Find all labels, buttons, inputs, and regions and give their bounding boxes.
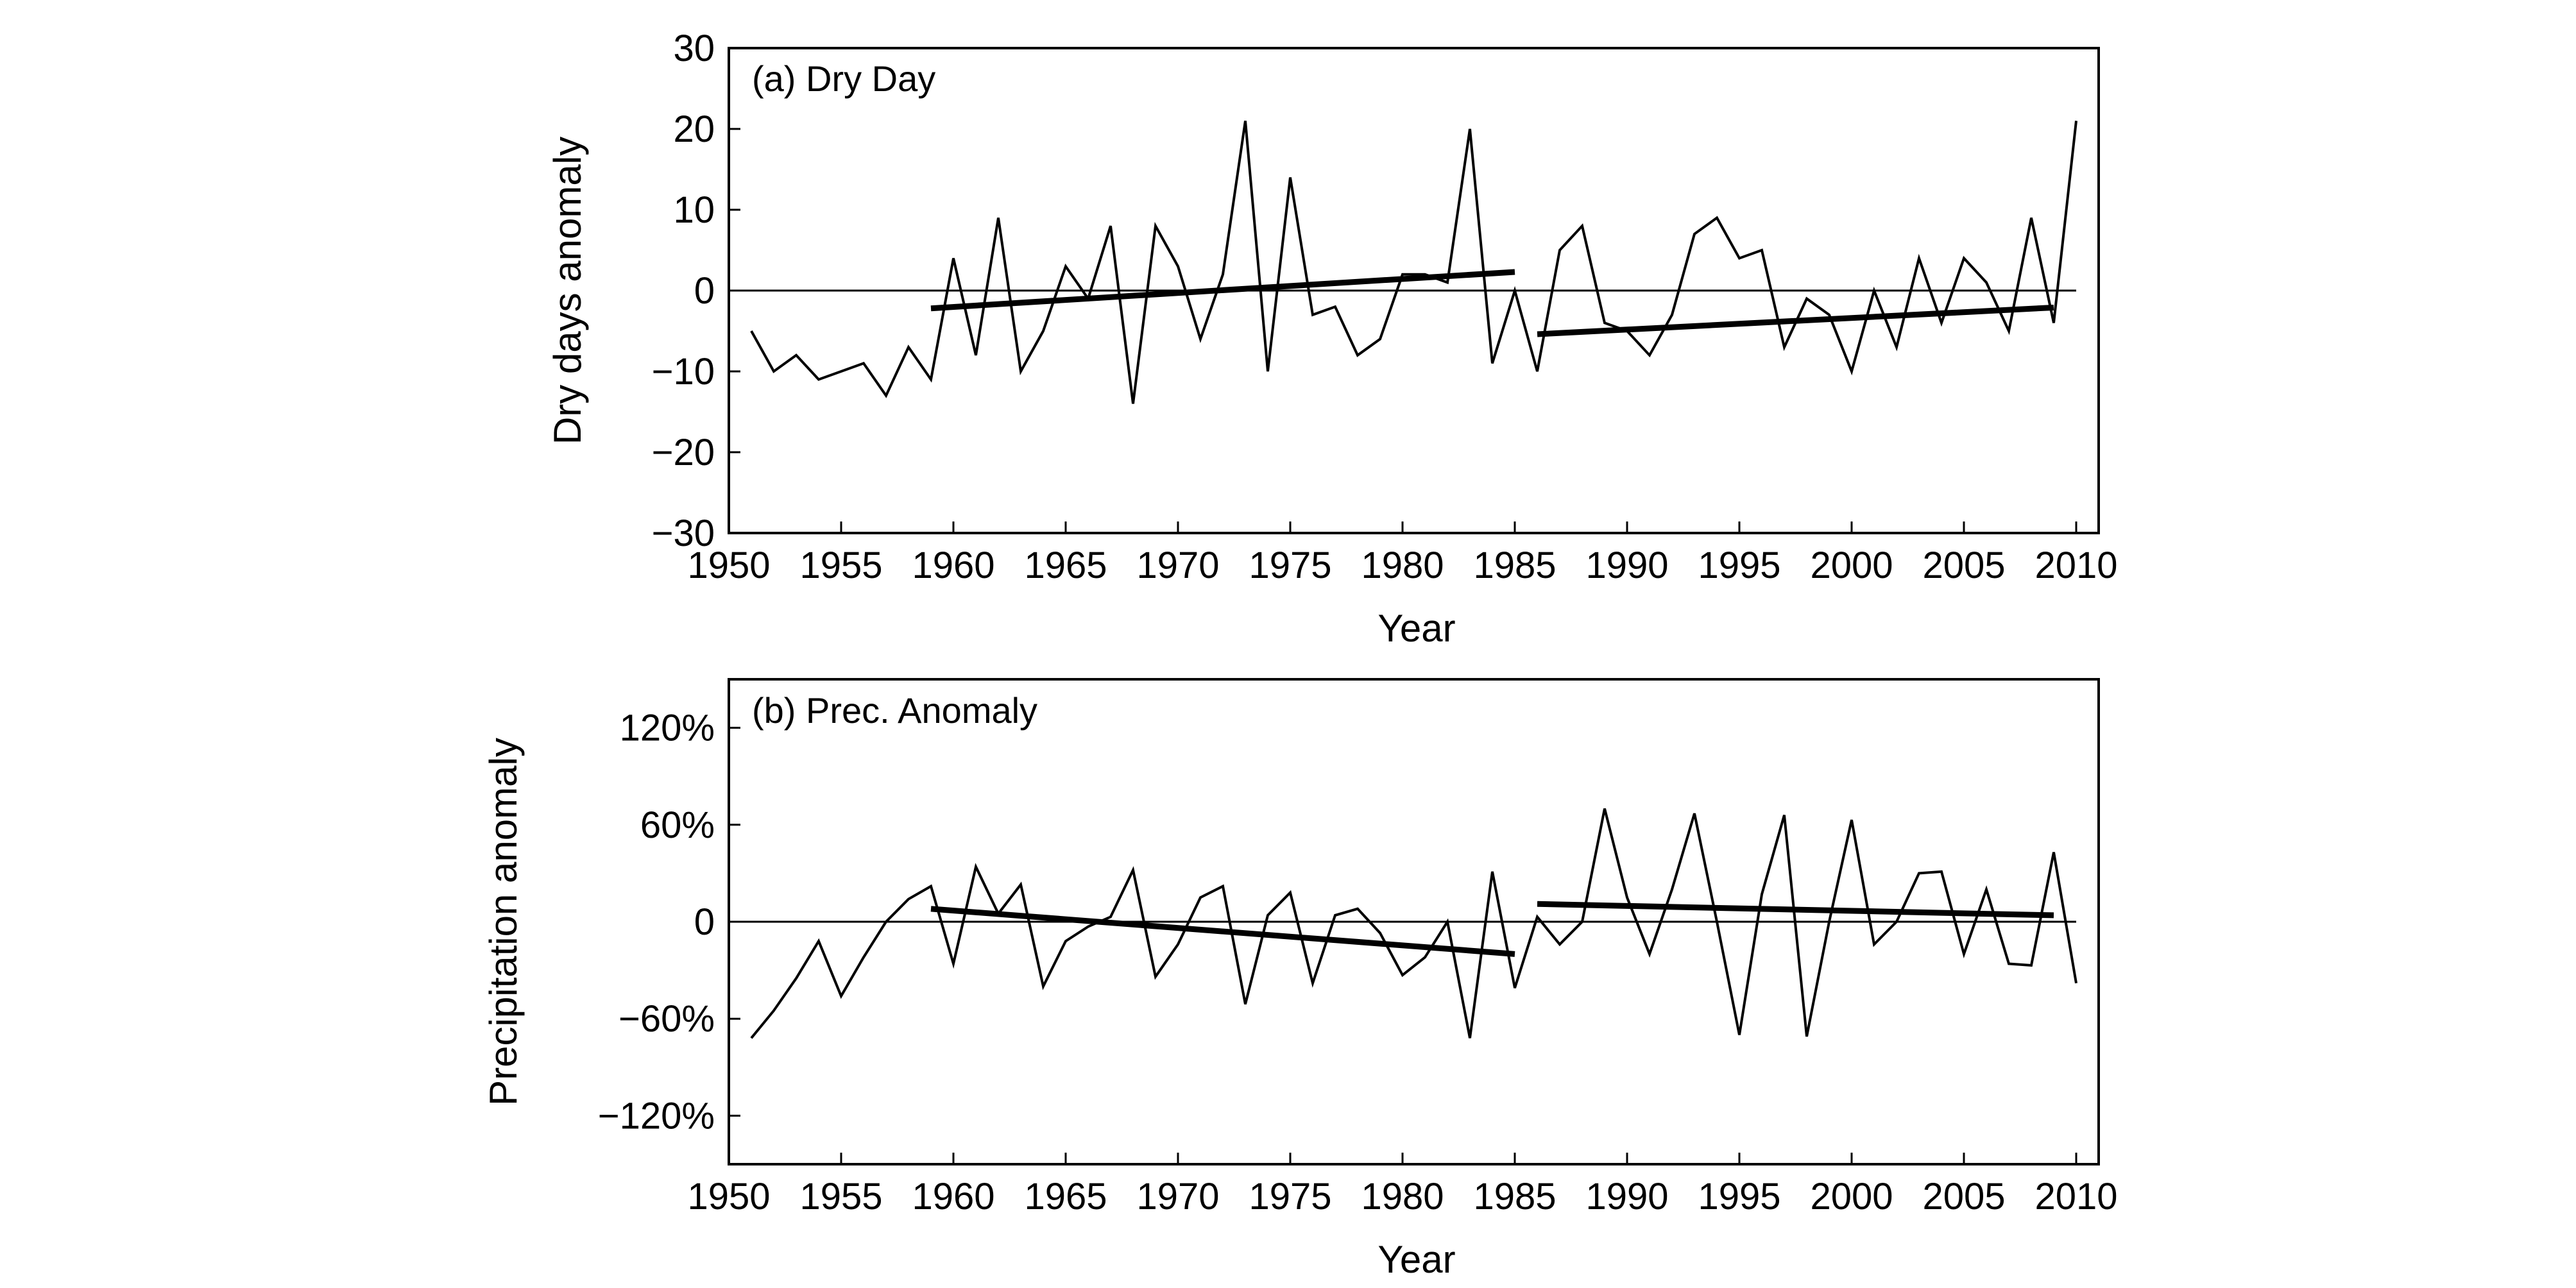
series-line (750, 808, 2077, 1039)
y-tick-label: 0 (694, 270, 715, 312)
x-tick-label: 1985 (1473, 1176, 1556, 1217)
panel-a-ylabel: Dry days anomaly (546, 137, 589, 445)
y-tick-label: 60% (640, 804, 715, 846)
panel-b: 1950 1955 1960 1965 1970 1975 1980 1985 1990 1995… (482, 678, 2118, 1281)
y-tick-label: 120% (620, 708, 715, 749)
x-tick-label: 1960 (912, 545, 994, 586)
y-tick-label: 10 (673, 189, 715, 231)
x-tick-label: 1995 (1698, 1176, 1780, 1217)
panel-a-trends (930, 269, 2054, 337)
x-tick-label: 1990 (1585, 545, 1668, 586)
x-tick-label: 2010 (2034, 1176, 2117, 1217)
x-tick-label: 2005 (1922, 1176, 2005, 1217)
x-tick-label: 2000 (1810, 1176, 1893, 1217)
panel-b-tick-labels: 1950 1955 1960 1965 1970 1975 1980 1985 1990 1995… (598, 708, 2118, 1217)
panel-a-title: (a) Dry Day (752, 58, 935, 99)
y-tick-label: 0 (694, 901, 715, 943)
x-tick-label: 1995 (1698, 545, 1780, 586)
x-tick-label: 1955 (799, 545, 882, 586)
y-tick-label: −10 (652, 351, 715, 393)
panel-a-tick-labels: 1950 1955 1960 1965 1970 1975 1980 1985 1990 1995… (652, 28, 2118, 586)
x-tick-label: 2010 (2034, 545, 2117, 586)
x-tick-label: 1965 (1024, 545, 1107, 586)
panel-b-series (750, 808, 2077, 1039)
y-tick-label: −30 (652, 513, 715, 554)
x-tick-label: 1980 (1361, 545, 1444, 586)
x-tick-label: 1970 (1136, 545, 1219, 586)
x-tick-label: 1975 (1249, 545, 1331, 586)
x-tick-label: 1980 (1361, 1176, 1444, 1217)
trend-line (930, 269, 1515, 312)
trend-line (1537, 901, 2054, 919)
y-tick-label: 20 (673, 108, 715, 150)
panel-a-xlabel: Year (1378, 607, 1455, 650)
x-tick-label: 1970 (1136, 1176, 1219, 1217)
trend-line (1537, 304, 2054, 337)
panel-a: 1950 1955 1960 1965 1970 1975 1980 1985 1990 1995… (546, 28, 2118, 650)
x-tick-label: 2000 (1810, 545, 1893, 586)
panel-b-xlabel: Year (1378, 1238, 1455, 1281)
panel-b-ylabel: Precipitation anomaly (482, 738, 525, 1106)
x-tick-label: 1950 (687, 545, 770, 586)
trend-line (930, 906, 1515, 957)
y-tick-label: −20 (652, 432, 715, 473)
x-tick-label: 2005 (1922, 545, 2005, 586)
panel-a-frame (728, 47, 2100, 534)
panel-b-trends (930, 901, 2054, 957)
x-tick-label: 1990 (1585, 1176, 1668, 1217)
x-tick-label: 1965 (1024, 1176, 1107, 1217)
x-tick-label: 1985 (1473, 545, 1556, 586)
x-tick-label: 1955 (799, 1176, 882, 1217)
panel-b-ticks (728, 727, 2077, 1164)
y-tick-label: −120% (598, 1095, 715, 1137)
x-tick-label: 1975 (1249, 1176, 1331, 1217)
panel-a-series (750, 121, 2077, 404)
series-line (750, 121, 2077, 404)
panel-b-frame (728, 678, 2100, 1165)
x-tick-label: 1960 (912, 1176, 994, 1217)
x-tick-label: 1950 (687, 1176, 770, 1217)
y-tick-label: 30 (673, 28, 715, 69)
y-tick-label: −60% (618, 998, 715, 1040)
panel-b-title: (b) Prec. Anomaly (752, 690, 1037, 731)
